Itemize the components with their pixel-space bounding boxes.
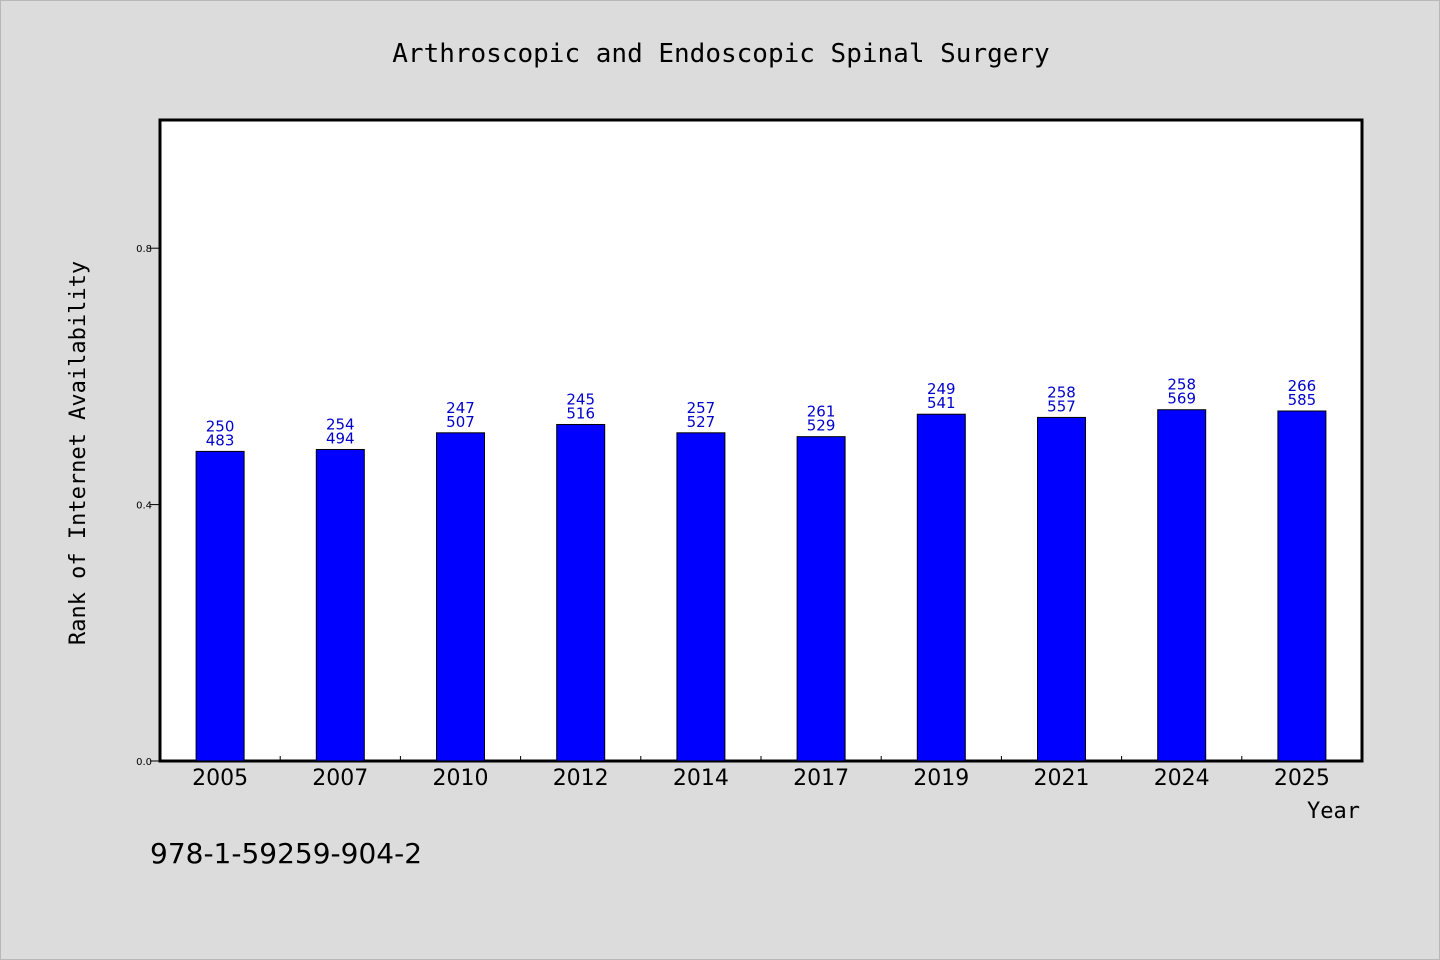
bar-label-top: 258 — [1167, 376, 1196, 394]
y-tick-label: 0.0 — [136, 757, 152, 768]
y-axis: 0.0 0.4 0.8 — [136, 244, 160, 768]
bar-label-bottom: 557 — [1047, 397, 1076, 415]
bar-label-bottom: 529 — [807, 417, 836, 435]
x-tick-label: 2017 — [793, 766, 849, 791]
bar-label-top: 247 — [446, 399, 475, 417]
x-axis: 2005 2007 2010 2012 2014 2017 2019 2021 2024 2025 — [192, 756, 1330, 791]
bar-label-bottom: 541 — [927, 394, 956, 412]
bar-label-bottom: 516 — [566, 404, 595, 422]
bar — [556, 423, 606, 762]
bar-label-top: 261 — [807, 403, 836, 421]
bar — [195, 450, 245, 762]
y-axis-title: Rank of Internet Availability — [66, 261, 91, 645]
bar — [796, 436, 846, 762]
bar — [676, 432, 726, 762]
bar-label-top: 254 — [326, 415, 355, 433]
chart-title: Arthroscopic and Endoscopic Spinal Surge… — [392, 39, 1049, 69]
bar-label-bottom: 507 — [446, 413, 475, 431]
x-tick-label: 2024 — [1154, 766, 1210, 791]
bar-label-bottom: 527 — [687, 413, 716, 431]
bar — [1277, 410, 1327, 762]
bar-label-bottom: 585 — [1288, 391, 1317, 409]
bar-label-bottom: 569 — [1167, 390, 1196, 408]
bar — [315, 448, 365, 762]
x-axis-title: Year — [1307, 799, 1360, 824]
bar-label-top: 257 — [687, 399, 716, 417]
bar — [1157, 409, 1207, 762]
bar-label-bottom: 494 — [326, 429, 355, 447]
x-tick-label: 2007 — [312, 766, 368, 791]
isbn-label: 978-1-59259-904-2 — [150, 837, 422, 870]
bar-label-top: 249 — [927, 380, 956, 398]
bar-label-top: 245 — [566, 390, 595, 408]
x-tick-label: 2025 — [1274, 766, 1330, 791]
bar-label-top: 258 — [1047, 383, 1076, 401]
bar-label-top: 250 — [206, 417, 235, 435]
x-tick-label: 2021 — [1034, 766, 1090, 791]
y-tick-label: 0.4 — [136, 501, 152, 512]
x-tick-label: 2012 — [553, 766, 609, 791]
bar — [1037, 416, 1086, 762]
bar — [436, 432, 485, 762]
bar-label-top: 266 — [1288, 377, 1317, 395]
bar — [916, 413, 966, 762]
bar-series — [195, 409, 1327, 762]
x-tick-label: 2019 — [913, 766, 969, 791]
y-tick-label: 0.8 — [136, 244, 152, 255]
x-tick-label: 2005 — [192, 766, 248, 791]
x-tick-label: 2010 — [433, 766, 489, 791]
bar-label-bottom: 483 — [206, 431, 235, 449]
x-tick-label: 2014 — [673, 766, 729, 791]
